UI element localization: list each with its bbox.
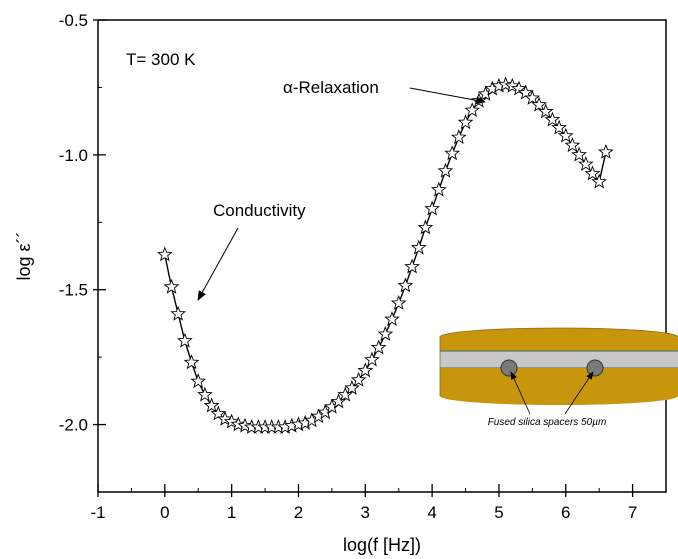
inset-bottom-electrode	[440, 368, 678, 405]
data-point-star	[157, 246, 173, 262]
alpha-relaxation-arrow	[409, 87, 486, 105]
data-point-star	[344, 379, 360, 395]
annotation-conductivity: Conductivity	[213, 201, 306, 220]
data-point-star	[571, 146, 587, 162]
spacer-right	[586, 359, 604, 377]
data-point-star	[190, 373, 207, 389]
data-point-star	[591, 173, 607, 189]
data-point-star	[504, 77, 521, 93]
data-point-star	[384, 311, 400, 327]
spacer-left	[500, 359, 518, 377]
data-point-star	[404, 258, 420, 274]
data-point-star	[203, 397, 220, 413]
data-point-star	[551, 119, 567, 135]
x-tick-label: 1	[227, 503, 236, 522]
data-point-star	[437, 162, 454, 178]
conductivity-arrow	[197, 227, 239, 301]
data-point-star	[170, 305, 187, 321]
data-point-star	[424, 200, 441, 216]
data-point-star	[544, 111, 561, 127]
data-point-star	[197, 386, 213, 402]
data-point-star	[364, 351, 380, 367]
y-axis-ticks: -0.5 -1.0 -1.5 -2.0	[59, 11, 106, 493]
y-tick-label: -1.5	[59, 281, 88, 300]
plot-frame	[97, 19, 667, 493]
data-point-star	[350, 371, 367, 387]
inset-top-electrode	[440, 337, 678, 351]
x-tick-label: 4	[427, 503, 436, 522]
y-tick-label: -1.0	[59, 146, 88, 165]
data-point-star	[410, 239, 427, 255]
x-tick-label: 0	[160, 503, 169, 522]
x-tick-label: 2	[294, 503, 303, 522]
annotation-alpha-relaxation: α-Relaxation	[283, 78, 379, 97]
annotation-temperature: T= 300 K	[126, 50, 196, 69]
data-point-star	[377, 325, 394, 341]
data-point-star	[531, 96, 547, 112]
data-point-star	[444, 145, 461, 161]
x-tick-label: 7	[628, 503, 637, 522]
data-point-star	[390, 294, 407, 310]
data-point-star	[370, 339, 387, 355]
x-tick-label: -1	[90, 503, 105, 522]
y-tick-label: -2.0	[59, 416, 88, 435]
data-point-star	[177, 332, 193, 348]
spacer-left-pointer	[510, 371, 531, 415]
x-axis-ticks: -1 0 1 2 3 4 5 6 7	[90, 484, 637, 522]
x-tick-label: 3	[361, 503, 370, 522]
inset-caption: Fused silica spacers 50µm	[488, 417, 607, 428]
data-point-star	[511, 80, 527, 96]
spacer-right-pointer	[564, 371, 594, 415]
data-point-star	[430, 181, 447, 197]
series-markers	[157, 76, 614, 434]
data-point-star	[598, 143, 614, 159]
inset-sample-layer	[440, 351, 678, 368]
data-point-star	[577, 156, 594, 172]
data-point-star	[584, 165, 601, 181]
x-tick-label: 6	[561, 503, 570, 522]
x-tick-label: 5	[494, 503, 503, 522]
data-point-star	[217, 410, 233, 426]
data-point-star	[451, 129, 467, 145]
y-tick-label: -0.5	[59, 11, 88, 30]
y-axis-title: log ε´´	[14, 231, 34, 280]
data-point-star	[564, 137, 581, 153]
data-point-star	[524, 89, 541, 105]
data-point-star	[223, 413, 240, 429]
data-point-star	[417, 219, 434, 235]
data-point-star	[183, 354, 200, 370]
sample-cell-inset: Fused silica spacers 50µm	[439, 327, 678, 428]
data-point-star	[397, 277, 414, 293]
data-point-star	[357, 362, 374, 378]
x-axis-title: log(f [Hz])	[343, 535, 421, 555]
data-point-star	[163, 278, 180, 294]
data-point-star	[457, 114, 474, 130]
data-point-star	[464, 102, 481, 118]
data-point-star	[557, 127, 574, 143]
data-point-star	[537, 103, 554, 119]
